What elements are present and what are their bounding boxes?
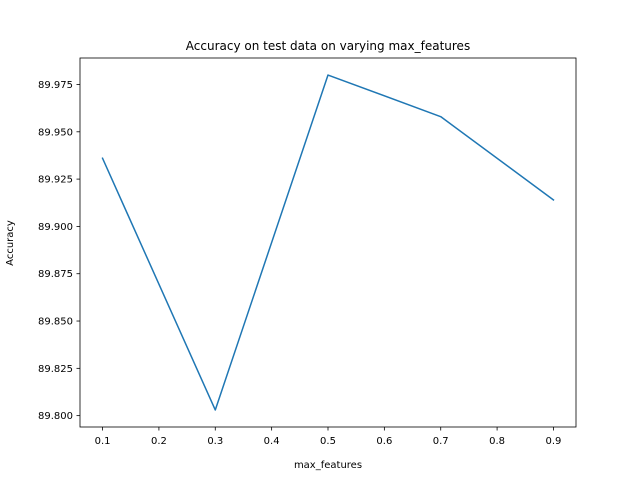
y-tick-label: 89.875 — [38, 269, 73, 280]
x-tick-label: 0.6 — [376, 436, 392, 447]
y-tick-label: 89.850 — [38, 317, 73, 328]
y-tick-label: 89.800 — [38, 411, 73, 422]
x-tick-label: 0.7 — [433, 436, 449, 447]
y-tick-label: 89.825 — [38, 364, 73, 375]
y-tick-label: 89.975 — [38, 80, 73, 91]
x-tick-label: 0.3 — [207, 436, 223, 447]
x-tick-label: 0.9 — [546, 436, 562, 447]
series-line-0 — [101, 74, 555, 411]
y-tick-label: 89.925 — [38, 175, 73, 186]
y-tick-label: 89.950 — [38, 127, 73, 138]
plot-area: 0.1 0.2 0.3 0.4 0.5 0.6 0.7 0.8 0.9 89.800 89.825 8… — [38, 57, 577, 447]
chart-title: Accuracy on test data on varying max_fea… — [186, 39, 470, 53]
x-tick-label: 0.8 — [489, 436, 505, 447]
y-axis-label: Accuracy — [5, 220, 16, 266]
axes-frame — [79, 57, 577, 428]
x-tick-label: 0.2 — [151, 436, 167, 447]
y-tick-label: 89.900 — [38, 222, 73, 233]
x-axis-label: max_features — [294, 460, 362, 471]
x-tick-label: 0.4 — [264, 436, 280, 447]
x-tick-label: 0.1 — [95, 436, 111, 447]
x-tick-label: 0.5 — [320, 436, 336, 447]
